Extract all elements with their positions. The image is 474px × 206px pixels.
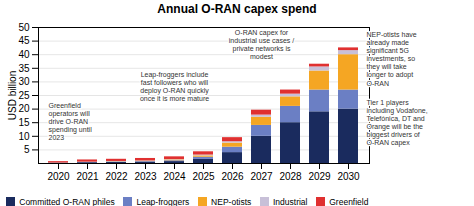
svg-text:20: 20 [18, 103, 30, 114]
svg-text:30: 30 [18, 76, 30, 87]
svg-text:25: 25 [18, 90, 30, 101]
svg-text:Greenfieldoperators willdrive: Greenfieldoperators willdrive O-RANspend… [49, 102, 93, 141]
svg-text:2023: 2023 [134, 171, 157, 182]
svg-text:2025: 2025 [192, 171, 215, 182]
svg-text:2029: 2029 [308, 171, 331, 182]
svg-text:2022: 2022 [105, 171, 128, 182]
svg-text:O-RAN capex forindustrial use: O-RAN capex forindustrial use cases /pri… [229, 29, 294, 60]
html-text:Annual O-RAN capex spend: Annual O-RAN capex spend [157, 2, 317, 16]
svg-text:2026: 2026 [221, 171, 244, 182]
html-text:Leap-froggers: Leap-froggers [136, 196, 190, 206]
svg-text:NEP-otists havealready madesig: NEP-otists havealready madesignificant 5… [367, 31, 417, 86]
svg-text:Leap-froggers includefast foll: Leap-froggers includefast followers who … [140, 71, 209, 102]
svg-text:50: 50 [18, 22, 30, 33]
svg-text:10: 10 [18, 131, 30, 142]
svg-text:45: 45 [18, 35, 30, 46]
svg-text:2030: 2030 [337, 171, 360, 182]
svg-text:2020: 2020 [47, 171, 70, 182]
html-text:Committed O-RAN philes: Committed O-RAN philes [19, 196, 115, 206]
svg-text:USD billion: USD billion [7, 71, 18, 120]
svg-text:2028: 2028 [279, 171, 302, 182]
html-text:Industrial: Industrial [273, 196, 308, 206]
svg-text:5: 5 [24, 144, 30, 155]
svg-text:Tier 1 playersincluding Vodafo: Tier 1 playersincluding Vodafone,Telefón… [367, 99, 428, 147]
svg-text:2027: 2027 [250, 171, 273, 182]
html-text:Greenfield: Greenfield [329, 196, 369, 206]
svg-text:15: 15 [18, 117, 30, 128]
svg-text:40: 40 [18, 49, 30, 60]
svg-text:35: 35 [18, 63, 30, 74]
svg-text:2024: 2024 [163, 171, 186, 182]
html-text:NEP-otists: NEP-otists [211, 196, 252, 206]
svg-text:2021: 2021 [76, 171, 99, 182]
